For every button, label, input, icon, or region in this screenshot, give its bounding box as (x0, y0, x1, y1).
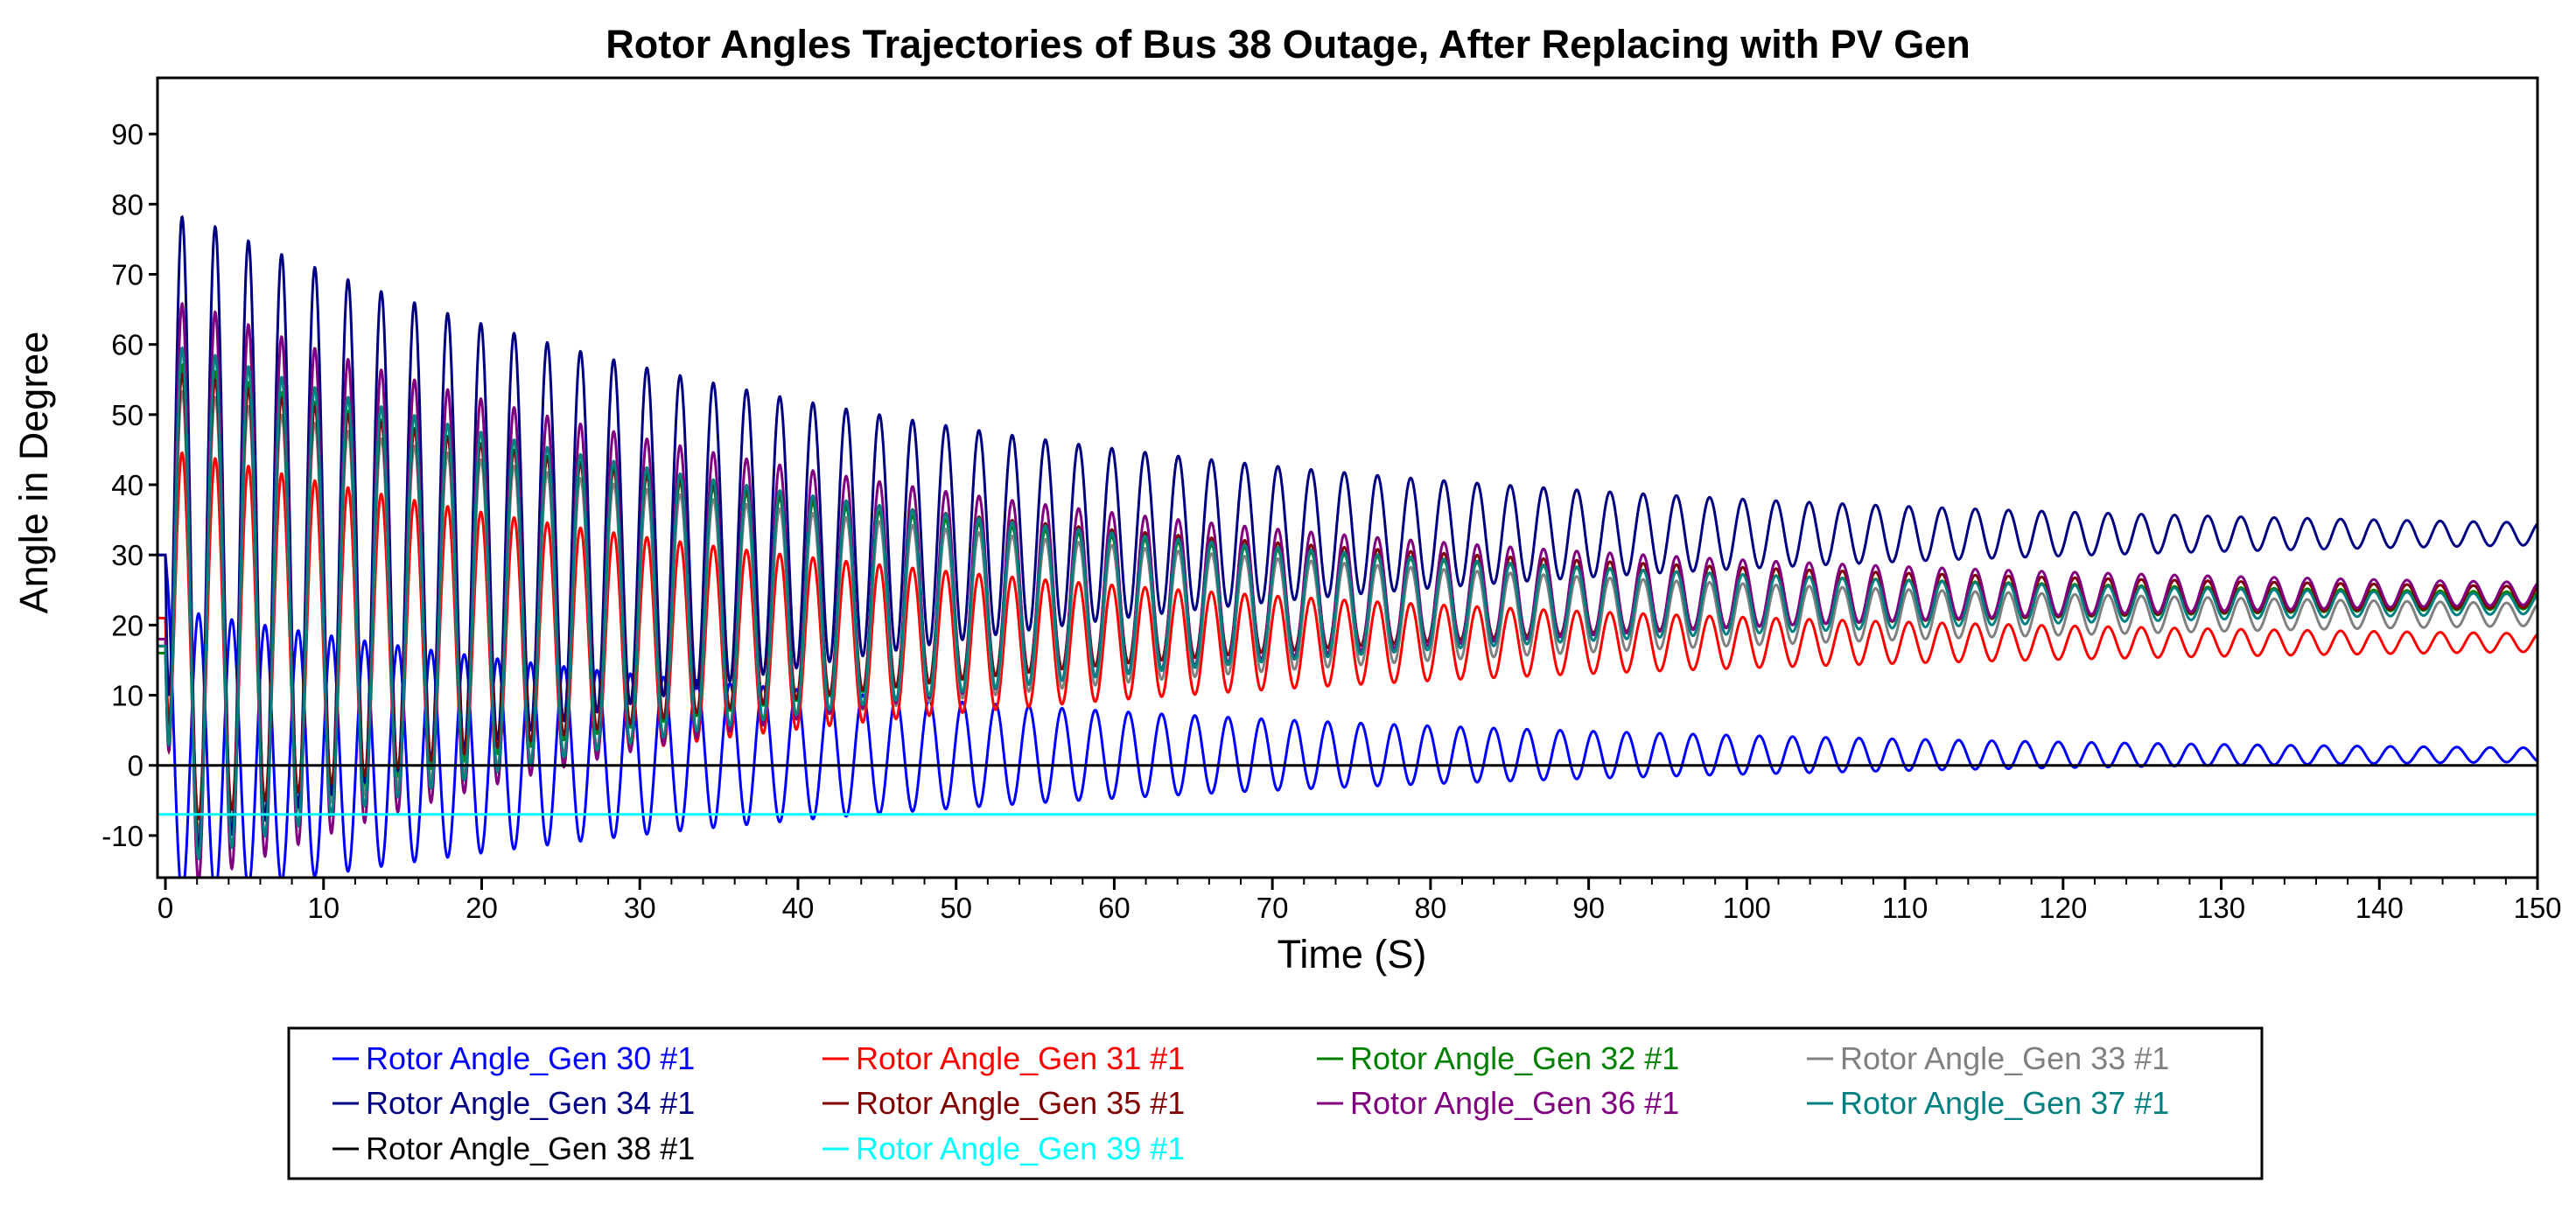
y-tick-label: 20 (111, 609, 144, 641)
x-tick-label: 20 (466, 892, 498, 924)
y-axis-label: Angle in Degree (11, 332, 56, 614)
x-tick-label: 140 (2356, 892, 2404, 924)
y-tick-label: -10 (102, 820, 144, 852)
legend-label: Rotor Angle_Gen 32 #1 (1350, 1040, 1679, 1076)
x-tick-label: 10 (307, 892, 340, 924)
legend-item: Rotor Angle_Gen 36 #1 (1317, 1085, 1679, 1121)
legend-label: Rotor Angle_Gen 36 #1 (1350, 1085, 1679, 1121)
x-tick-label: 40 (782, 892, 815, 924)
y-tick-label: 90 (111, 118, 144, 150)
chart-title: Rotor Angles Trajectories of Bus 38 Outa… (606, 22, 1970, 66)
legend-box (287, 1026, 2264, 1180)
legend-label: Rotor Angle_Gen 37 #1 (1840, 1085, 2169, 1121)
series-line-5 (158, 214, 2538, 851)
legend-label: Rotor Angle_Gen 35 #1 (856, 1085, 1185, 1121)
x-tick-label: 90 (1572, 892, 1605, 924)
legend-item: Rotor Angle_Gen 38 #1 (332, 1130, 695, 1166)
legend: Rotor Angle_Gen 30 #1 Rotor Angle_Gen 31 … (332, 1040, 2169, 1166)
legend-item: Rotor Angle_Gen 35 #1 (822, 1085, 1185, 1121)
y-tick-label: 60 (111, 329, 144, 361)
x-tick-label: 80 (1415, 892, 1447, 924)
x-tick-label: 150 (2513, 892, 2561, 924)
x-axis-ticks: 0 10 20 30 40 50 60 70 80 90 100 110 120 130 140 150 (158, 878, 2562, 924)
x-tick-label: 30 (624, 892, 656, 924)
legend-item: Rotor Angle_Gen 32 #1 (1317, 1040, 1679, 1076)
legend-label: Rotor Angle_Gen 34 #1 (366, 1085, 695, 1121)
y-tick-label: 30 (111, 539, 144, 571)
legend-item: Rotor Angle_Gen 33 #1 (1807, 1040, 2169, 1076)
legend-label: Rotor Angle_Gen 39 #1 (856, 1130, 1185, 1166)
x-tick-label: 120 (2039, 892, 2087, 924)
legend-item: Rotor Angle_Gen 31 #1 (822, 1040, 1185, 1076)
x-tick-label: 130 (2197, 892, 2245, 924)
y-tick-label: 40 (111, 469, 144, 501)
x-tick-label: 110 (1882, 892, 1928, 924)
x-tick-label: 0 (158, 892, 173, 924)
y-tick-label: 50 (111, 399, 144, 431)
series-line-2 (158, 451, 2538, 833)
x-tick-label: 60 (1098, 892, 1130, 924)
x-tick-label: 70 (1256, 892, 1289, 924)
y-tick-label: 0 (128, 750, 144, 782)
legend-item: Rotor Angle_Gen 30 #1 (332, 1040, 695, 1076)
legend-item: Rotor Angle_Gen 37 #1 (1807, 1085, 2169, 1121)
y-axis-ticks: -10 0 10 20 30 40 50 60 70 80 90 (102, 118, 158, 852)
y-tick-label: 70 (111, 258, 144, 290)
y-tick-label: 80 (111, 188, 144, 220)
legend-item: Rotor Angle_Gen 34 #1 (332, 1085, 695, 1121)
y-tick-label: 10 (111, 680, 144, 712)
plot-frame (156, 76, 2539, 879)
series-line-8 (158, 346, 2538, 861)
legend-label: Rotor Angle_Gen 33 #1 (1840, 1040, 2169, 1076)
x-tick-label: 50 (940, 892, 972, 924)
x-axis-label: Time (S) (1278, 932, 1427, 976)
legend-label: Rotor Angle_Gen 38 #1 (366, 1130, 695, 1166)
legend-label: Rotor Angle_Gen 31 #1 (856, 1040, 1185, 1076)
legend-item: Rotor Angle_Gen 39 #1 (822, 1130, 1185, 1166)
x-tick-label: 100 (1723, 892, 1771, 924)
series-layer (158, 214, 2538, 878)
legend-label: Rotor Angle_Gen 30 #1 (366, 1040, 695, 1076)
